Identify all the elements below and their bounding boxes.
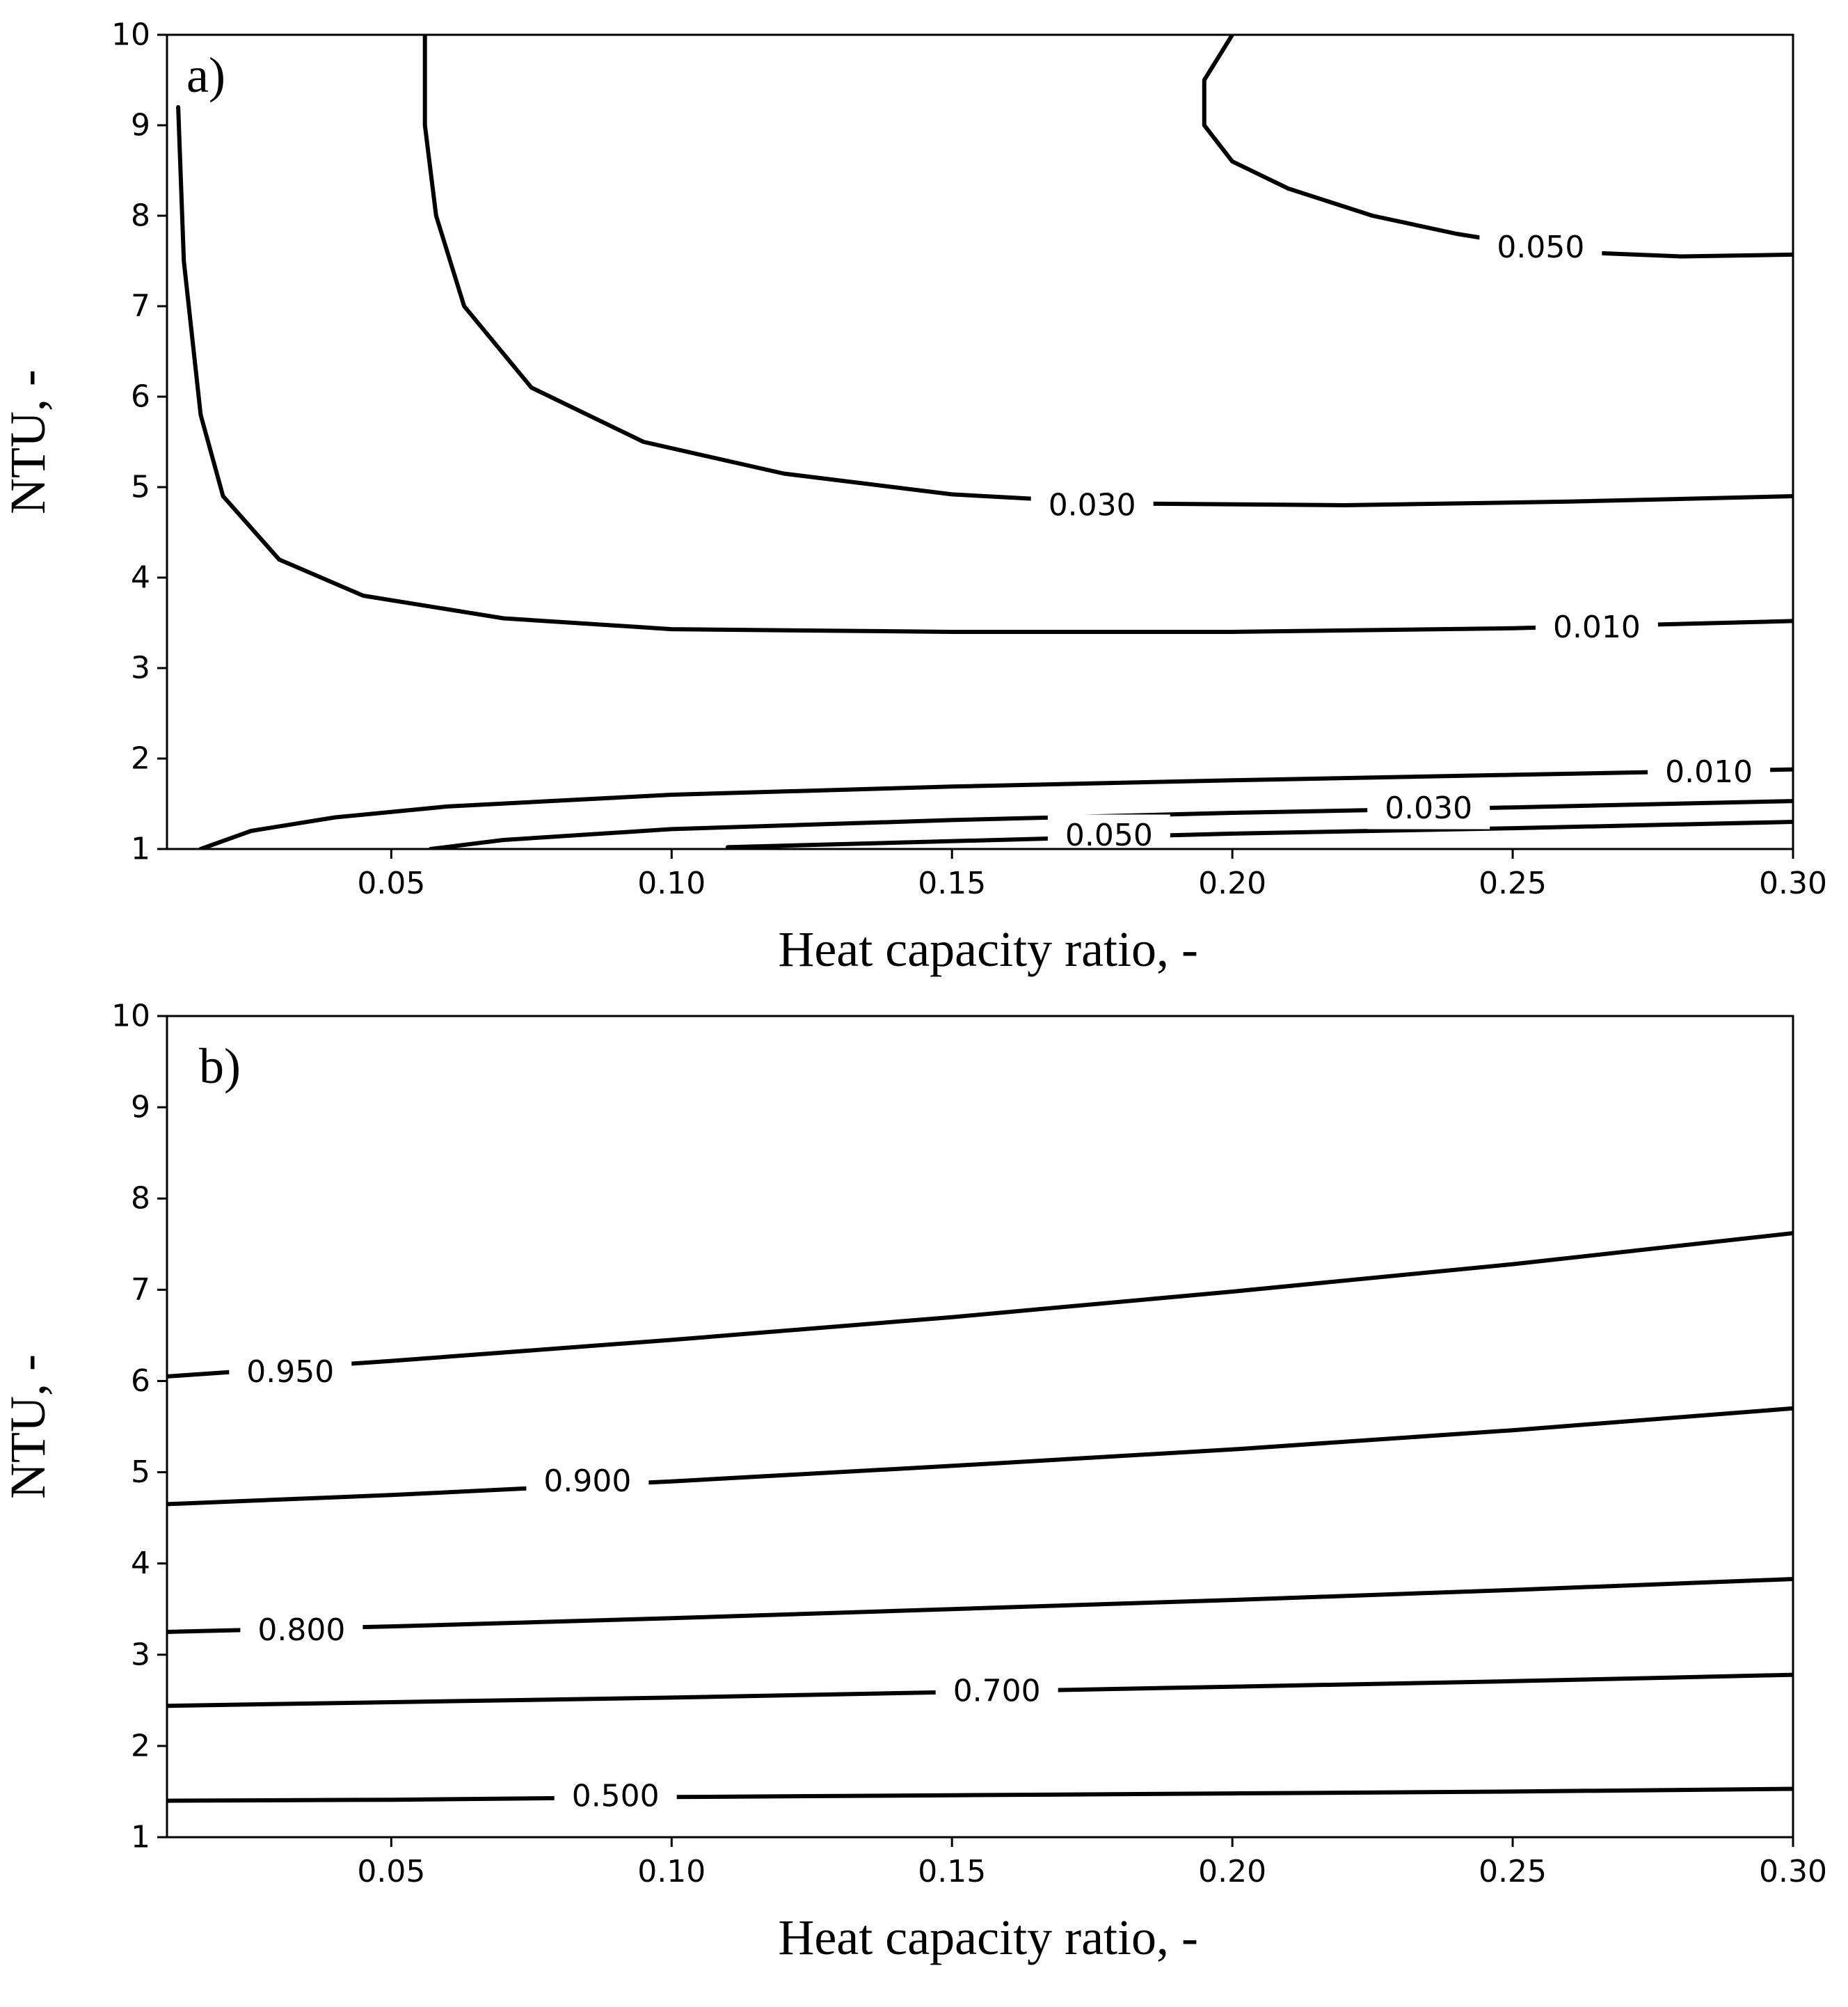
contour-label-0.010: 0.010 [1665, 754, 1753, 790]
contour-label-0.030: 0.030 [1385, 791, 1472, 826]
contour-label-0.950: 0.950 [246, 1354, 334, 1390]
contour-label-0.700: 0.700 [953, 1674, 1041, 1709]
panel-tag: b) [199, 1038, 241, 1094]
x-tick-label: 0.10 [637, 866, 706, 901]
contour-label-mask [240, 1609, 363, 1651]
contour-label-mask [1535, 606, 1658, 649]
x-tick-label: 0.10 [637, 1854, 706, 1889]
y-tick-label: 4 [131, 560, 150, 596]
x-axis-label: Heat capacity ratio, - [778, 1910, 1198, 1965]
contour-line-0.800 [167, 1577, 1793, 1634]
contour-line-0.030 [428, 799, 1793, 849]
contour-line-0.010 [198, 767, 1793, 849]
y-tick-label: 6 [131, 1363, 150, 1399]
contour-label-mask [554, 1775, 677, 1817]
contour-lines [167, 1231, 1793, 1803]
y-tick-label: 9 [131, 1090, 150, 1125]
contour-label-0.800: 0.800 [257, 1612, 345, 1648]
x-axis-label: Heat capacity ratio, - [778, 921, 1198, 977]
y-axis-label: NTU, - [0, 1354, 56, 1499]
contour-line-0.050 [1202, 35, 1793, 259]
plot-frame [166, 1015, 1794, 1839]
contour-label-0.900: 0.900 [543, 1463, 631, 1499]
y-tick-label: 3 [131, 1637, 150, 1672]
contour-label-mask [1479, 226, 1602, 269]
contour-lines [176, 35, 1793, 849]
y-axis-label: NTU, - [0, 370, 56, 514]
contour-label-0.050: 0.050 [1065, 818, 1153, 853]
x-tick-label: 0.05 [357, 1854, 425, 1889]
panel-a: 0.010 0.030 0.050 0.010 0.030 0.050 0.05 0.10 0.… [0, 17, 1827, 978]
y-tick-label: 2 [131, 741, 150, 777]
x-tick-label: 0.30 [1759, 866, 1827, 901]
y-tick-label: 8 [131, 1181, 150, 1216]
y-tick-label: 4 [131, 1546, 150, 1581]
panel-tag: a) [186, 47, 225, 103]
x-tick-label: 0.15 [918, 1854, 986, 1889]
x-tick-label: 0.05 [357, 866, 425, 901]
contour-label-0.500: 0.500 [572, 1779, 660, 1814]
x-tick-label: 0.25 [1479, 866, 1547, 901]
x-tick-label: 0.20 [1198, 1854, 1266, 1889]
x-tick-label: 0.15 [918, 866, 986, 901]
contour-label-mask [229, 1351, 352, 1393]
x-tick-label: 0.30 [1759, 1854, 1827, 1889]
y-tick-label: 6 [131, 379, 150, 415]
plot-frame [166, 33, 1794, 850]
y-tick-label: 2 [131, 1728, 150, 1763]
contour-label-mask [526, 1460, 649, 1502]
panel-b: 0.950 0.900 0.800 0.700 0.500 0.05 0.10 0.15 0.2… [0, 999, 1827, 1966]
contour-label-mask [1648, 751, 1771, 793]
contour-line-0.950 [167, 1231, 1793, 1379]
contour-line-0.900 [167, 1406, 1793, 1507]
x-tick-label: 0.20 [1198, 866, 1266, 901]
contour-label-0.010: 0.010 [1553, 610, 1641, 645]
contour-line-0.050 [725, 820, 1793, 849]
contour-label-mask [935, 1670, 1058, 1713]
contour-label-0.030: 0.030 [1049, 488, 1136, 523]
y-tick-label: 1 [131, 832, 150, 867]
y-tick-label: 7 [131, 1272, 150, 1308]
y-tick-label: 5 [131, 470, 150, 505]
y-tick-label: 10 [111, 17, 150, 53]
contour-line-0.010 [176, 105, 1793, 634]
y-tick-label: 9 [131, 108, 150, 143]
y-tick-label: 3 [131, 651, 150, 686]
y-tick-label: 5 [131, 1454, 150, 1490]
y-tick-label: 1 [131, 1820, 150, 1855]
contour-line-0.030 [422, 35, 1793, 507]
contour-line-0.500 [167, 1786, 1793, 1803]
y-tick-label: 8 [131, 198, 150, 234]
contour-label-0.050: 0.050 [1497, 230, 1584, 265]
y-tick-label: 10 [111, 999, 150, 1034]
contour-label-mask [1367, 787, 1490, 830]
contour-label-mask [1030, 484, 1154, 526]
y-tick-label: 7 [131, 289, 150, 324]
x-tick-label: 0.25 [1479, 1854, 1547, 1889]
